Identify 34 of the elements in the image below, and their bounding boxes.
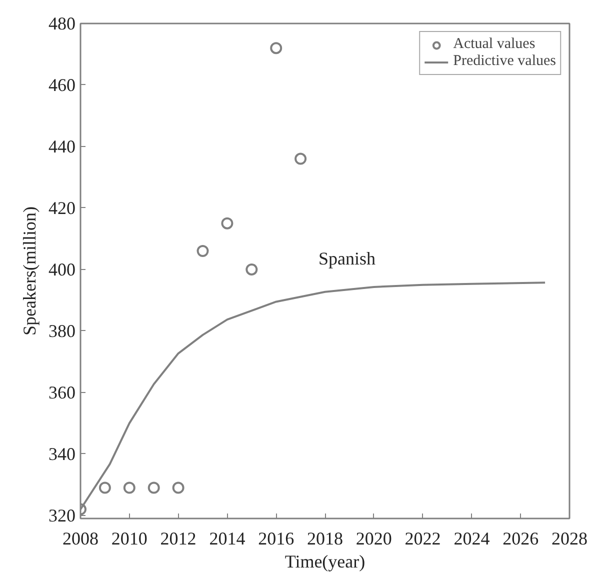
point xyxy=(98,482,111,494)
legend-label: Predictive values xyxy=(453,53,556,70)
x-tick-label: 2018 xyxy=(307,528,343,548)
y-tick-label: 440 xyxy=(48,136,76,156)
point xyxy=(270,42,282,54)
x-tick-label: 2012 xyxy=(160,528,196,548)
point xyxy=(294,152,307,165)
y-tick-label: 380 xyxy=(48,320,76,341)
x-tick-label: 2024 xyxy=(454,528,490,548)
point xyxy=(221,217,234,230)
point xyxy=(123,482,136,494)
annotation: Spanish xyxy=(318,248,376,268)
y-tick-label: 360 xyxy=(48,382,76,402)
y-tick-label: 340 xyxy=(48,444,76,464)
y-axis-title: Speakers(million) xyxy=(20,206,40,336)
x-tick-label: 2010 xyxy=(111,528,148,548)
x-tick-label: 2022 xyxy=(404,528,441,548)
y-tick-label: 420 xyxy=(48,198,76,218)
x-tick-label: 2014 xyxy=(209,528,246,548)
x-tick-label: 2028 xyxy=(552,528,588,548)
point xyxy=(172,482,184,494)
x-tick-label: 2016 xyxy=(258,528,294,548)
y-tick-label: 460 xyxy=(48,74,76,95)
legend-label: Actual values xyxy=(453,36,536,53)
x-tick-label: 2008 xyxy=(62,528,98,548)
y-tick-label: 320 xyxy=(48,505,76,526)
point xyxy=(196,245,209,258)
point xyxy=(148,482,160,494)
x-axis-title: Time(year) xyxy=(284,552,366,572)
y-tick-label: 480 xyxy=(48,14,76,34)
x-tick-label: 2026 xyxy=(502,528,539,548)
point xyxy=(246,263,258,276)
x-tick-label: 2020 xyxy=(356,528,392,548)
y-tick-label: 400 xyxy=(48,259,76,280)
